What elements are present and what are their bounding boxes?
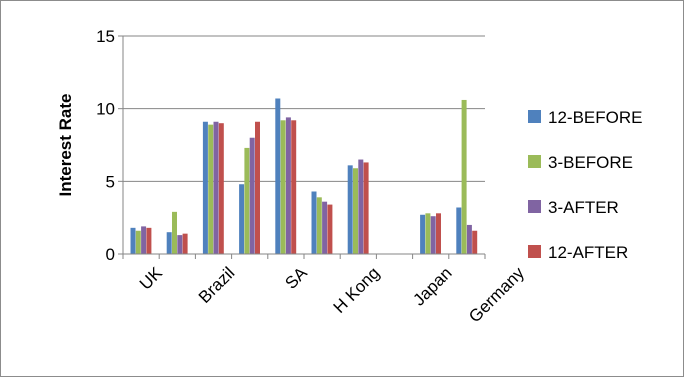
- x-category-labels: UK Brazil SA H Kong Japan Germany: [136, 263, 528, 326]
- bar-3-before: [425, 213, 431, 254]
- bar-3-before: [280, 120, 286, 254]
- bar-12-before: [239, 184, 245, 254]
- legend-label: 12-AFTER: [548, 243, 628, 262]
- bar-12-after: [436, 213, 441, 254]
- bar-3-after: [249, 137, 255, 254]
- y-tick-label: 15: [96, 27, 115, 46]
- bar-3-after: [177, 235, 183, 254]
- bar-12-after: [327, 204, 333, 254]
- bar-12-after: [363, 162, 369, 254]
- bar-3-before: [208, 124, 214, 254]
- bar-3-before: [244, 147, 250, 254]
- y-tick-label: 5: [106, 172, 115, 191]
- bar-12-after: [218, 123, 224, 254]
- axes: [118, 35, 486, 259]
- legend: 12-BEFORE 3-BEFORE 3-AFTER 12-AFTER: [528, 108, 642, 262]
- bar-12-after: [255, 121, 260, 254]
- bar-3-after: [466, 224, 472, 254]
- legend-swatch: [528, 155, 541, 168]
- legend-swatch: [528, 245, 541, 258]
- bar-12-before: [456, 207, 462, 254]
- bar-12-before: [202, 121, 208, 254]
- bars: [130, 98, 478, 255]
- legend-label: 3-AFTER: [548, 198, 619, 217]
- y-tick-label: 0: [106, 245, 115, 264]
- legend-label: 12-BEFORE: [548, 108, 642, 127]
- legend-swatch: [528, 110, 541, 123]
- x-category-label: Brazil: [195, 263, 238, 306]
- bar-12-after: [146, 227, 152, 254]
- bar-3-after: [141, 226, 147, 254]
- bar-12-after: [182, 233, 188, 254]
- bar-12-before: [347, 165, 353, 254]
- bar-3-before: [353, 168, 358, 254]
- legend-label: 3-BEFORE: [548, 153, 633, 172]
- y-tick-label: 10: [96, 100, 115, 119]
- legend-swatch: [528, 200, 541, 213]
- bar-12-after: [472, 230, 478, 254]
- y-tick-labels: 0 5 10 15: [96, 27, 115, 264]
- bar-12-before: [275, 98, 281, 254]
- bar-12-before: [166, 232, 172, 254]
- bar-12-before: [130, 227, 136, 254]
- x-category-label: SA: [281, 263, 311, 293]
- bar-3-after: [285, 117, 291, 255]
- y-axis-label: Interest Rate: [56, 94, 75, 197]
- bar-3-before: [461, 99, 467, 255]
- bar-12-before: [311, 191, 317, 254]
- bar-3-before: [316, 197, 322, 254]
- bar-3-after: [430, 216, 436, 254]
- gridlines: [123, 35, 485, 182]
- x-category-label: Germany: [465, 263, 528, 326]
- bar-3-after: [213, 121, 219, 254]
- bar-12-before: [420, 214, 426, 254]
- x-category-label: UK: [136, 263, 167, 294]
- bar-12-after: [291, 120, 297, 254]
- x-category-label: Japan: [409, 263, 455, 309]
- bar-3-before: [172, 211, 177, 254]
- x-category-label: H Kong: [330, 263, 384, 317]
- bar-3-after: [322, 201, 328, 254]
- bar-3-before: [135, 230, 141, 254]
- bar-3-after: [358, 159, 364, 254]
